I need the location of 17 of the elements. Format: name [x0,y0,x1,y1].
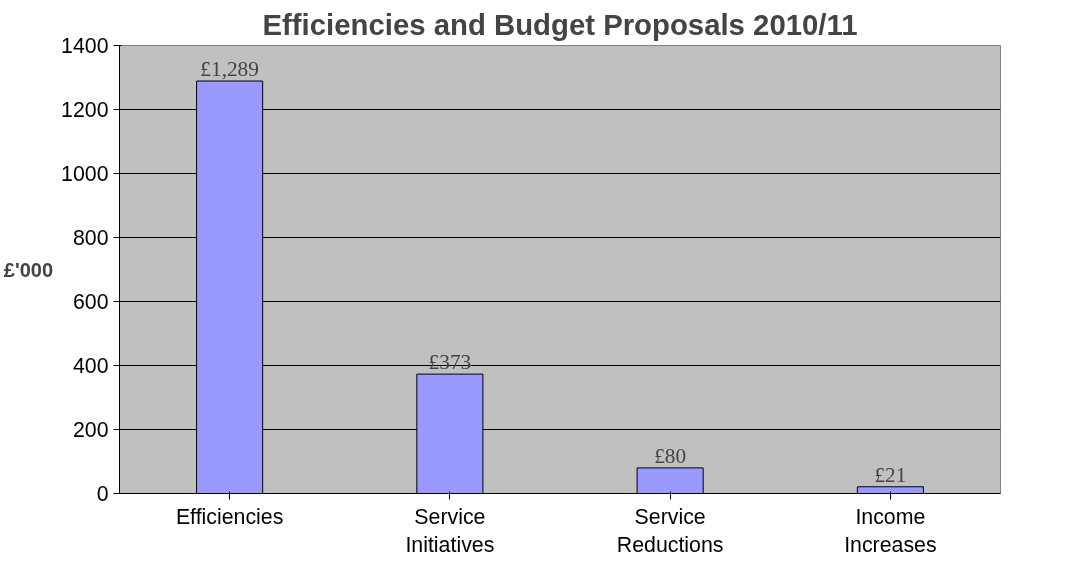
x-tick-label: Service Initiatives [405,504,495,558]
y-tick-label: 600 [72,290,109,314]
y-tick-label: 800 [72,226,109,250]
x-tick-label: Income Increases [844,504,937,558]
y-tick-label: 0 [96,482,109,506]
data-label: £21 [874,462,907,487]
data-label: £80 [654,443,687,468]
y-tick-label: 400 [72,354,109,378]
y-axis-title: £'000 [3,258,54,281]
y-tick-label: 1200 [61,98,109,122]
y-tick-label: 200 [72,418,109,442]
y-tick-label: 1000 [61,162,109,186]
x-tick-label: Service Reductions [616,504,724,558]
y-tick-label: 1400 [61,34,109,58]
data-label: £1,289 [200,57,259,82]
chart-title: Efficiencies and Budget Proposals 2010/11 [262,7,858,41]
x-tick-label: Efficiencies [175,504,284,529]
